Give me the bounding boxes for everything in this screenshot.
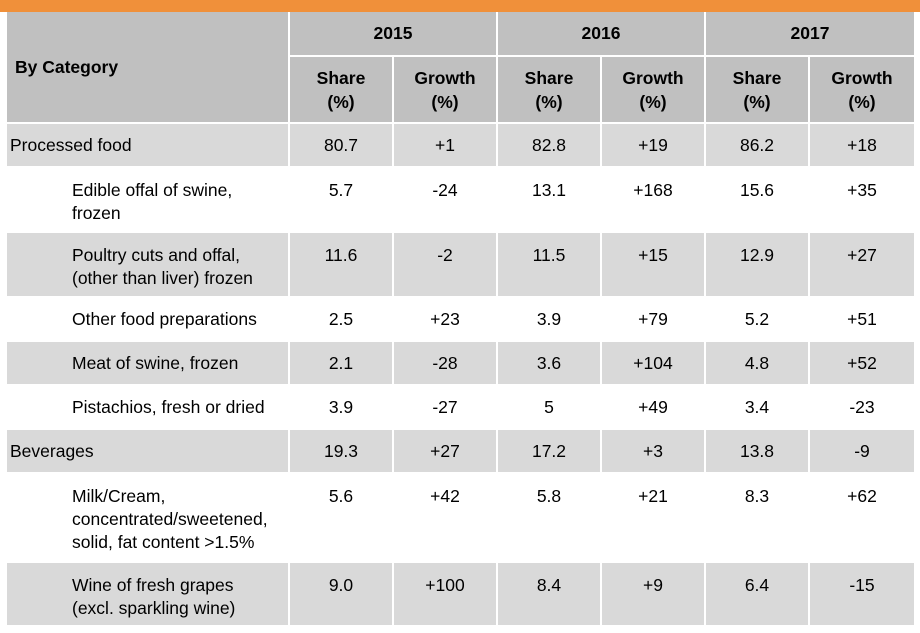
item-label: Wine of fresh grapes (excl. sparkling wi… — [7, 562, 290, 627]
share-cell: 5 — [497, 385, 602, 430]
growth-cell: +15 — [601, 232, 706, 298]
share-cell: 9.0 — [289, 562, 394, 627]
growth-cell: -28 — [393, 341, 498, 386]
share-header: Share (%) — [705, 56, 810, 124]
item-label: Edible offal of swine, frozen — [7, 167, 290, 233]
share-cell: 86.2 — [705, 123, 810, 168]
table-row: Other food preparations 2.5 +23 3.9 +79 5.2 +5… — [7, 297, 916, 342]
growth-header: Growth (%) — [393, 56, 498, 124]
growth-cell: +104 — [601, 341, 706, 386]
growth-cell: +27 — [393, 429, 498, 474]
growth-cell: +49 — [601, 385, 706, 430]
share-cell: 5.2 — [705, 297, 810, 342]
item-label: Other food preparations — [7, 297, 290, 342]
category-label: Beverages — [7, 429, 290, 474]
growth-cell: +51 — [809, 297, 916, 342]
share-cell: 15.6 — [705, 167, 810, 233]
accent-bar — [0, 0, 920, 12]
year-header-2017: 2017 — [705, 12, 916, 57]
growth-cell: -23 — [809, 385, 916, 430]
growth-cell: +168 — [601, 167, 706, 233]
item-label: Milk/Cream, concentrated/sweetened, soli… — [7, 473, 290, 563]
share-cell: 13.8 — [705, 429, 810, 474]
growth-cell: -27 — [393, 385, 498, 430]
share-cell: 5.6 — [289, 473, 394, 563]
table-row: Processed food 80.7 +1 82.8 +19 86.2 +18 — [7, 123, 916, 168]
growth-cell: -2 — [393, 232, 498, 298]
growth-cell: +100 — [393, 562, 498, 627]
share-cell: 5.7 — [289, 167, 394, 233]
share-header: Share (%) — [497, 56, 602, 124]
year-header-2016: 2016 — [497, 12, 706, 57]
item-label: Pistachios, fresh or dried — [7, 385, 290, 430]
category-table: By Category 2015 2016 2017 Share (%) Grow… — [7, 12, 916, 627]
share-cell: 80.7 — [289, 123, 394, 168]
growth-header: Growth (%) — [601, 56, 706, 124]
growth-cell: -15 — [809, 562, 916, 627]
category-label: Processed food — [7, 123, 290, 168]
share-cell: 8.4 — [497, 562, 602, 627]
table-row: Beverages 19.3 +27 17.2 +3 13.8 -9 — [7, 429, 916, 474]
share-cell: 6.4 — [705, 562, 810, 627]
growth-cell: +52 — [809, 341, 916, 386]
table-row: Wine of fresh grapes (excl. sparkling wi… — [7, 562, 916, 627]
growth-cell: +21 — [601, 473, 706, 563]
subheader-row: Share (%) Growth (%) Share (%) Growth (%) Sh… — [7, 56, 916, 124]
growth-cell: +35 — [809, 167, 916, 233]
share-cell: 2.5 — [289, 297, 394, 342]
share-cell: 3.4 — [705, 385, 810, 430]
table-row: Poultry cuts and offal, (other than live… — [7, 232, 916, 298]
table-row: Edible offal of swine, frozen 5.7 -24 13.1 +… — [7, 167, 916, 233]
table-row: Milk/Cream, concentrated/sweetened, soli… — [7, 473, 916, 563]
share-cell: 13.1 — [497, 167, 602, 233]
share-cell: 4.8 — [705, 341, 810, 386]
growth-cell: +23 — [393, 297, 498, 342]
growth-cell: -9 — [809, 429, 916, 474]
item-label: Poultry cuts and offal, (other than live… — [7, 232, 290, 298]
growth-cell: +3 — [601, 429, 706, 474]
share-cell: 5.8 — [497, 473, 602, 563]
growth-cell: +62 — [809, 473, 916, 563]
share-cell: 11.5 — [497, 232, 602, 298]
item-label: Meat of swine, frozen — [7, 341, 290, 386]
share-cell: 3.9 — [289, 385, 394, 430]
growth-cell: -24 — [393, 167, 498, 233]
share-cell: 2.1 — [289, 341, 394, 386]
year-header-2015: 2015 — [289, 12, 498, 57]
growth-cell: +18 — [809, 123, 916, 168]
share-cell: 17.2 — [497, 429, 602, 474]
table-row: Meat of swine, frozen 2.1 -28 3.6 +104 4.8 +52 — [7, 341, 916, 386]
growth-cell: +42 — [393, 473, 498, 563]
share-cell: 12.9 — [705, 232, 810, 298]
share-cell: 19.3 — [289, 429, 394, 474]
growth-cell: +1 — [393, 123, 498, 168]
growth-cell: +9 — [601, 562, 706, 627]
growth-cell: +79 — [601, 297, 706, 342]
table-body: Processed food 80.7 +1 82.8 +19 86.2 +18 Edible… — [7, 123, 916, 627]
share-header: Share (%) — [289, 56, 394, 124]
share-cell: 11.6 — [289, 232, 394, 298]
growth-cell: +27 — [809, 232, 916, 298]
share-cell: 82.8 — [497, 123, 602, 168]
by-category-header: By Category — [7, 12, 290, 124]
share-cell: 8.3 — [705, 473, 810, 563]
share-cell: 3.6 — [497, 341, 602, 386]
table-row: Pistachios, fresh or dried 3.9 -27 5 +49 3.4-… — [7, 385, 916, 430]
growth-cell: +19 — [601, 123, 706, 168]
share-cell: 3.9 — [497, 297, 602, 342]
growth-header: Growth (%) — [809, 56, 916, 124]
